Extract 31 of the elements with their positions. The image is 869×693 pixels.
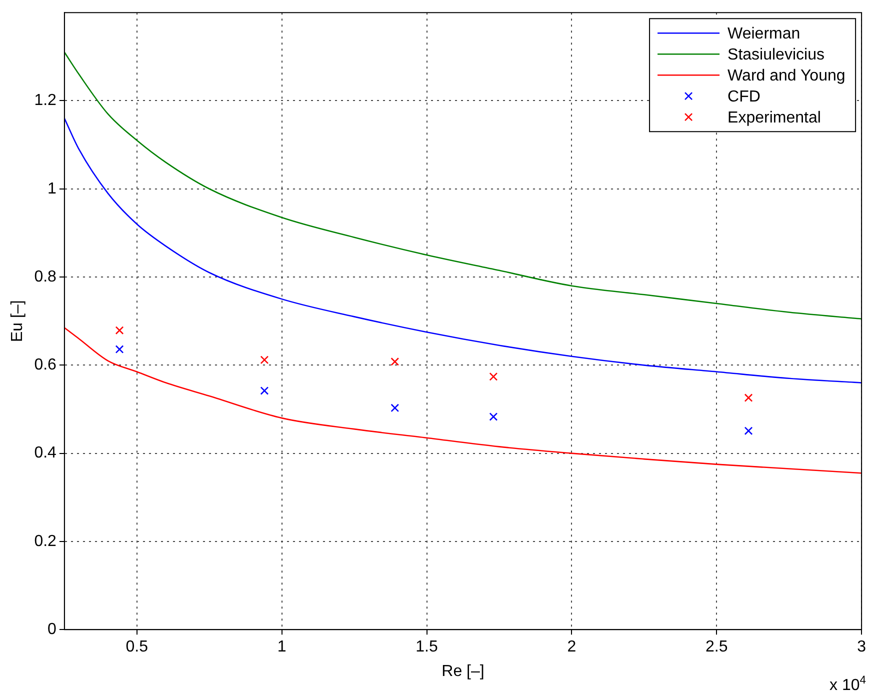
y-tick-label: 1.2 xyxy=(34,92,57,110)
x-tick-label: 2.5 xyxy=(705,638,728,656)
legend-label: Experimental xyxy=(728,110,821,127)
legend-label: Stasiulevicius xyxy=(728,46,824,64)
point xyxy=(390,357,400,366)
legend-label: Weierman xyxy=(728,26,800,43)
y-tick-label: 0.6 xyxy=(34,356,57,374)
y-axis-title: Eu [–] xyxy=(9,300,26,342)
point xyxy=(489,372,498,381)
x-tick-label: 3 xyxy=(857,638,866,656)
point xyxy=(489,412,498,421)
line-series xyxy=(64,327,862,474)
x-tick-label: 1 xyxy=(277,638,286,656)
point xyxy=(115,326,124,335)
y-tick-label: 0 xyxy=(48,621,57,638)
point xyxy=(744,394,753,402)
x-axis-title: Re [–] xyxy=(442,662,484,680)
y-tick-label: 0.8 xyxy=(34,268,57,286)
point xyxy=(390,404,400,412)
point xyxy=(744,426,753,436)
point xyxy=(115,345,124,354)
x-tick-label: 1.5 xyxy=(416,638,438,656)
x-tick-label: 0.5 xyxy=(126,638,148,656)
y-tick-label: 0.2 xyxy=(34,532,57,550)
legend-label: CFD xyxy=(728,88,760,106)
y-tick-label: 1 xyxy=(48,180,57,198)
point xyxy=(260,356,269,364)
x-tick-label: 2 xyxy=(567,638,576,656)
legend-label: Ward and Young xyxy=(728,68,846,85)
y-tick-label: 0.4 xyxy=(34,444,57,462)
point xyxy=(260,386,269,395)
